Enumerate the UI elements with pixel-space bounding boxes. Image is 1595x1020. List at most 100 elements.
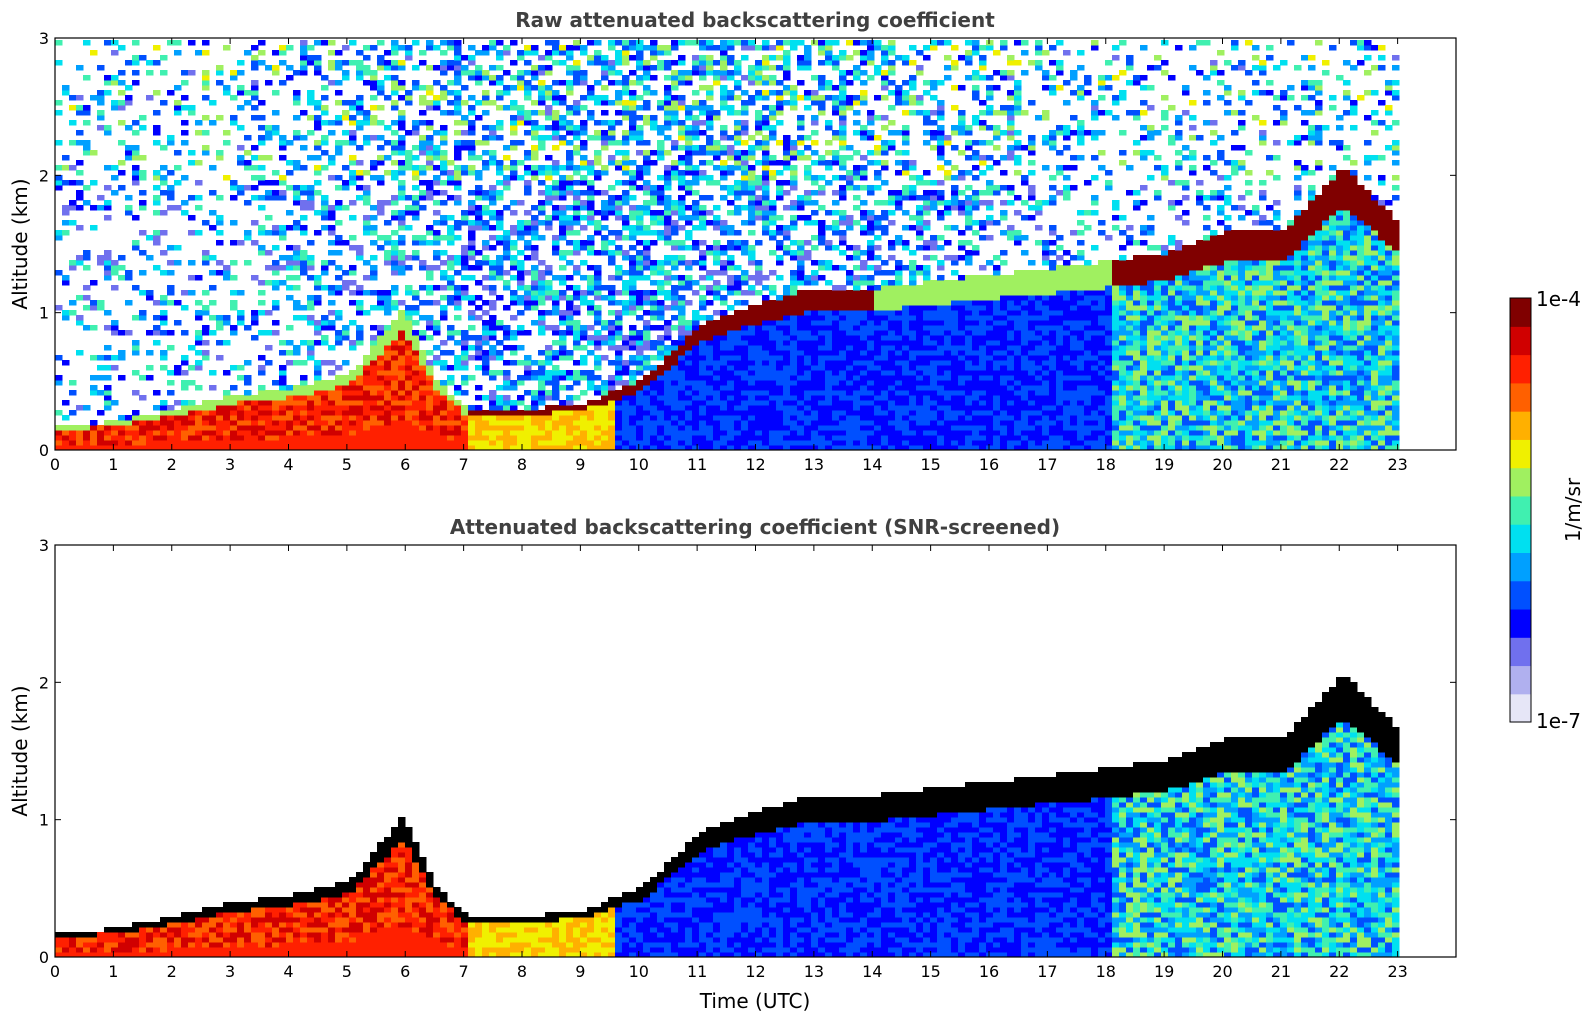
heatmap-cell [160, 330, 168, 336]
heatmap-cell [258, 370, 266, 376]
heatmap-cell [573, 60, 581, 66]
heatmap-cell [335, 330, 343, 336]
heatmap-cell [776, 355, 784, 361]
heatmap-cell [216, 425, 224, 431]
heatmap-cell [370, 115, 378, 121]
heatmap-cell [678, 200, 686, 206]
heatmap-cell [545, 345, 553, 351]
heatmap-cell [391, 330, 399, 336]
heatmap-cell [671, 210, 679, 216]
heatmap-cell [454, 75, 462, 81]
heatmap-cell [97, 365, 105, 371]
heatmap-cell [55, 175, 63, 181]
heatmap-cell [601, 445, 609, 450]
heatmap-cell [776, 430, 784, 436]
heatmap-cell [699, 435, 707, 441]
heatmap-cell [699, 130, 707, 136]
heatmap-cell [671, 415, 679, 421]
heatmap-cell [657, 235, 665, 241]
heatmap-cell [524, 50, 532, 56]
heatmap-cell [377, 65, 385, 71]
heatmap-cell [496, 75, 504, 81]
heatmap-cell [426, 390, 434, 396]
heatmap-cell [776, 100, 784, 106]
heatmap-cell [720, 385, 728, 391]
heatmap-cell [692, 360, 700, 366]
heatmap-cell [216, 220, 224, 226]
heatmap-cell [818, 335, 826, 341]
heatmap-cell [510, 350, 518, 356]
heatmap-cell [391, 140, 399, 146]
heatmap-cell [608, 415, 616, 421]
heatmap-cell [643, 120, 651, 126]
heatmap-cell [272, 410, 280, 416]
heatmap-cell [643, 200, 651, 206]
heatmap-cell [748, 135, 756, 141]
heatmap-cell [370, 225, 378, 231]
heatmap-cell [391, 435, 399, 441]
heatmap-cell [251, 85, 259, 91]
heatmap-cell [62, 165, 70, 171]
heatmap-cell [755, 430, 763, 436]
heatmap-cell [356, 195, 364, 201]
heatmap-cell [818, 400, 826, 406]
heatmap-cell [230, 405, 238, 411]
heatmap-cell [202, 330, 210, 336]
heatmap-cell [293, 400, 301, 406]
heatmap-cell [90, 280, 98, 286]
heatmap-cell [629, 195, 637, 201]
heatmap-cell [517, 410, 525, 416]
heatmap-cell [195, 415, 203, 421]
heatmap-cell [174, 320, 182, 326]
heatmap-cell [342, 205, 350, 211]
heatmap-cell [804, 445, 812, 450]
heatmap-cell [272, 415, 280, 421]
heatmap-cell [300, 265, 308, 271]
heatmap-cell [454, 185, 462, 191]
heatmap-cell [475, 395, 483, 401]
heatmap-cell [790, 330, 798, 336]
heatmap-cell [797, 280, 805, 286]
heatmap-cell [132, 145, 140, 151]
heatmap-cell [608, 375, 616, 381]
heatmap-cell [454, 105, 462, 111]
heatmap-cell [202, 400, 210, 406]
heatmap-cell [713, 335, 721, 341]
heatmap-cell [293, 445, 301, 450]
heatmap-cell [650, 210, 658, 216]
heatmap-cell [454, 390, 462, 396]
heatmap-cell [601, 415, 609, 421]
heatmap-cell [727, 325, 735, 331]
heatmap-cell [174, 105, 182, 111]
heatmap-cell [363, 360, 371, 366]
heatmap-cell [601, 200, 609, 206]
heatmap-cell [335, 90, 343, 96]
heatmap-cell [440, 405, 448, 411]
heatmap-cell [559, 295, 567, 301]
heatmap-cell [664, 225, 672, 231]
heatmap-cell [594, 275, 602, 281]
heatmap-cell [83, 285, 91, 291]
heatmap-cell [363, 110, 371, 116]
heatmap-cell [643, 210, 651, 216]
heatmap-cell [419, 285, 427, 291]
heatmap-cell [384, 385, 392, 391]
heatmap-cell [328, 390, 336, 396]
heatmap-cell [349, 400, 357, 406]
heatmap-cell [531, 155, 539, 161]
heatmap-cell [727, 245, 735, 251]
heatmap-cell [566, 165, 574, 171]
heatmap-cell [580, 70, 588, 76]
heatmap-cell [370, 365, 378, 371]
heatmap-cell [216, 70, 224, 76]
heatmap-cell [272, 125, 280, 131]
heatmap-cell [650, 430, 658, 436]
heatmap-cell [741, 425, 749, 431]
heatmap-cell [734, 155, 742, 161]
heatmap-cell [566, 190, 574, 196]
heatmap-cell [559, 50, 567, 56]
heatmap-cell [307, 390, 315, 396]
heatmap-cell [188, 405, 196, 411]
heatmap-cell [811, 95, 819, 101]
heatmap-cell [223, 420, 231, 426]
